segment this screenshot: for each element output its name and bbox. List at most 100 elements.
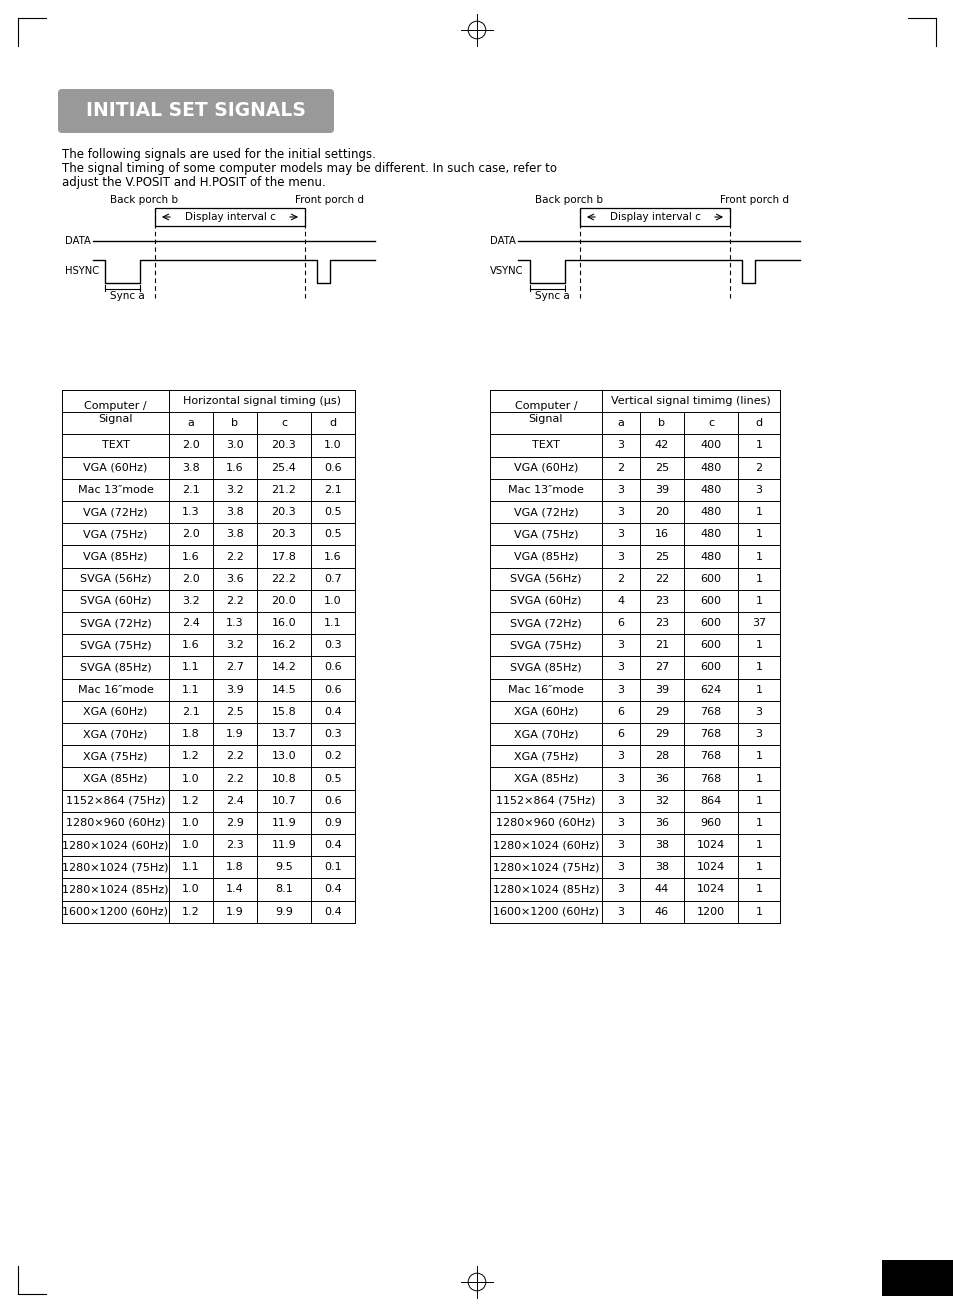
Text: 6: 6 xyxy=(617,729,624,739)
Text: Mac 13″mode: Mac 13″mode xyxy=(508,485,583,495)
Text: 3.2: 3.2 xyxy=(226,640,244,651)
Text: 0.4: 0.4 xyxy=(324,884,341,895)
Text: 3: 3 xyxy=(617,752,624,761)
Text: 1.1: 1.1 xyxy=(182,685,199,694)
Text: 1: 1 xyxy=(755,551,761,562)
Text: 1.3: 1.3 xyxy=(226,618,244,628)
Text: 1.0: 1.0 xyxy=(324,596,341,606)
Text: 1: 1 xyxy=(755,862,761,872)
Text: 15.8: 15.8 xyxy=(272,707,296,716)
Text: b: b xyxy=(232,419,238,428)
Text: 480: 480 xyxy=(700,529,720,539)
Text: 6: 6 xyxy=(617,707,624,716)
Text: 3.6: 3.6 xyxy=(226,573,244,584)
Text: 8.1: 8.1 xyxy=(274,884,293,895)
Text: 3.8: 3.8 xyxy=(182,463,200,472)
Text: VSYNC: VSYNC xyxy=(490,266,523,277)
Text: 2: 2 xyxy=(755,463,761,472)
Text: 600: 600 xyxy=(700,663,720,673)
Text: 0.1: 0.1 xyxy=(324,862,341,872)
Text: 1: 1 xyxy=(755,508,761,517)
Text: 1: 1 xyxy=(755,752,761,761)
Text: 20.3: 20.3 xyxy=(272,508,296,517)
Text: 400: 400 xyxy=(700,441,720,450)
Text: 37: 37 xyxy=(751,618,765,628)
Text: b: b xyxy=(658,419,665,428)
Text: Mac 16″mode: Mac 16″mode xyxy=(77,685,153,694)
Text: 1: 1 xyxy=(755,884,761,895)
Text: 1: 1 xyxy=(755,774,761,783)
Text: Sync a: Sync a xyxy=(535,291,569,300)
Text: 2.4: 2.4 xyxy=(226,795,244,806)
Text: 3.8: 3.8 xyxy=(226,508,244,517)
Text: 3: 3 xyxy=(617,640,624,651)
Text: Back porch b: Back porch b xyxy=(110,195,178,205)
Text: 1: 1 xyxy=(755,907,761,917)
Text: a: a xyxy=(188,419,194,428)
Bar xyxy=(62,390,355,922)
Text: 44: 44 xyxy=(654,884,668,895)
Text: VGA (60Hz): VGA (60Hz) xyxy=(83,463,148,472)
Text: 25.4: 25.4 xyxy=(272,463,296,472)
Text: 1.1: 1.1 xyxy=(182,862,199,872)
Text: 2.1: 2.1 xyxy=(182,707,200,716)
Text: 11.9: 11.9 xyxy=(272,817,296,828)
Text: 39: 39 xyxy=(655,485,668,495)
Text: 0.4: 0.4 xyxy=(324,707,341,716)
Text: 16.0: 16.0 xyxy=(272,618,296,628)
Text: 600: 600 xyxy=(700,596,720,606)
Text: 0.3: 0.3 xyxy=(324,640,341,651)
Text: 1.9: 1.9 xyxy=(226,729,244,739)
Text: 1280×1024 (60Hz): 1280×1024 (60Hz) xyxy=(493,840,598,850)
Text: 3: 3 xyxy=(617,551,624,562)
Text: 39: 39 xyxy=(655,685,668,694)
Text: 0.6: 0.6 xyxy=(324,463,341,472)
Text: SVGA (60Hz): SVGA (60Hz) xyxy=(510,596,581,606)
Text: c: c xyxy=(707,419,713,428)
Text: 3: 3 xyxy=(617,685,624,694)
Text: 1.1: 1.1 xyxy=(182,663,199,673)
Text: 6: 6 xyxy=(617,618,624,628)
Text: DATA: DATA xyxy=(65,236,91,247)
Text: HSYNC: HSYNC xyxy=(65,266,99,277)
Text: VGA (75Hz): VGA (75Hz) xyxy=(514,529,578,539)
Text: TEXT: TEXT xyxy=(532,441,559,450)
Text: XGA (75Hz): XGA (75Hz) xyxy=(514,752,578,761)
Text: 1280×1024 (85Hz): 1280×1024 (85Hz) xyxy=(493,884,598,895)
Text: 768: 768 xyxy=(700,729,720,739)
Text: 600: 600 xyxy=(700,573,720,584)
Text: 2.2: 2.2 xyxy=(226,551,244,562)
Text: d: d xyxy=(329,419,336,428)
Text: 1: 1 xyxy=(755,663,761,673)
Text: 3: 3 xyxy=(755,707,761,716)
Text: SVGA (56Hz): SVGA (56Hz) xyxy=(80,573,152,584)
Text: 1: 1 xyxy=(755,441,761,450)
Text: 3: 3 xyxy=(755,729,761,739)
Text: 25: 25 xyxy=(655,463,668,472)
Text: 768: 768 xyxy=(700,774,720,783)
Bar xyxy=(882,1260,953,1296)
Text: SVGA (85Hz): SVGA (85Hz) xyxy=(80,663,152,673)
Text: 36: 36 xyxy=(655,774,668,783)
Text: VGA (72Hz): VGA (72Hz) xyxy=(513,508,578,517)
Text: 3.2: 3.2 xyxy=(226,485,244,495)
Text: 1.8: 1.8 xyxy=(182,729,200,739)
Text: 768: 768 xyxy=(700,707,720,716)
Text: 21.2: 21.2 xyxy=(272,485,296,495)
Text: 14.2: 14.2 xyxy=(272,663,296,673)
Text: VGA (75Hz): VGA (75Hz) xyxy=(83,529,148,539)
Text: 3: 3 xyxy=(617,817,624,828)
Text: 864: 864 xyxy=(700,795,720,806)
Text: 1: 1 xyxy=(755,573,761,584)
Text: 2: 2 xyxy=(617,573,624,584)
Text: 0.7: 0.7 xyxy=(324,573,341,584)
Text: 20.3: 20.3 xyxy=(272,441,296,450)
Text: 2.4: 2.4 xyxy=(182,618,200,628)
Text: Computer /
Signal: Computer / Signal xyxy=(515,400,577,424)
Text: 22: 22 xyxy=(654,573,668,584)
Text: SVGA (85Hz): SVGA (85Hz) xyxy=(510,663,581,673)
Text: 3.8: 3.8 xyxy=(226,529,244,539)
Text: VGA (85Hz): VGA (85Hz) xyxy=(514,551,578,562)
Text: 16.2: 16.2 xyxy=(272,640,296,651)
Text: 1024: 1024 xyxy=(696,862,724,872)
